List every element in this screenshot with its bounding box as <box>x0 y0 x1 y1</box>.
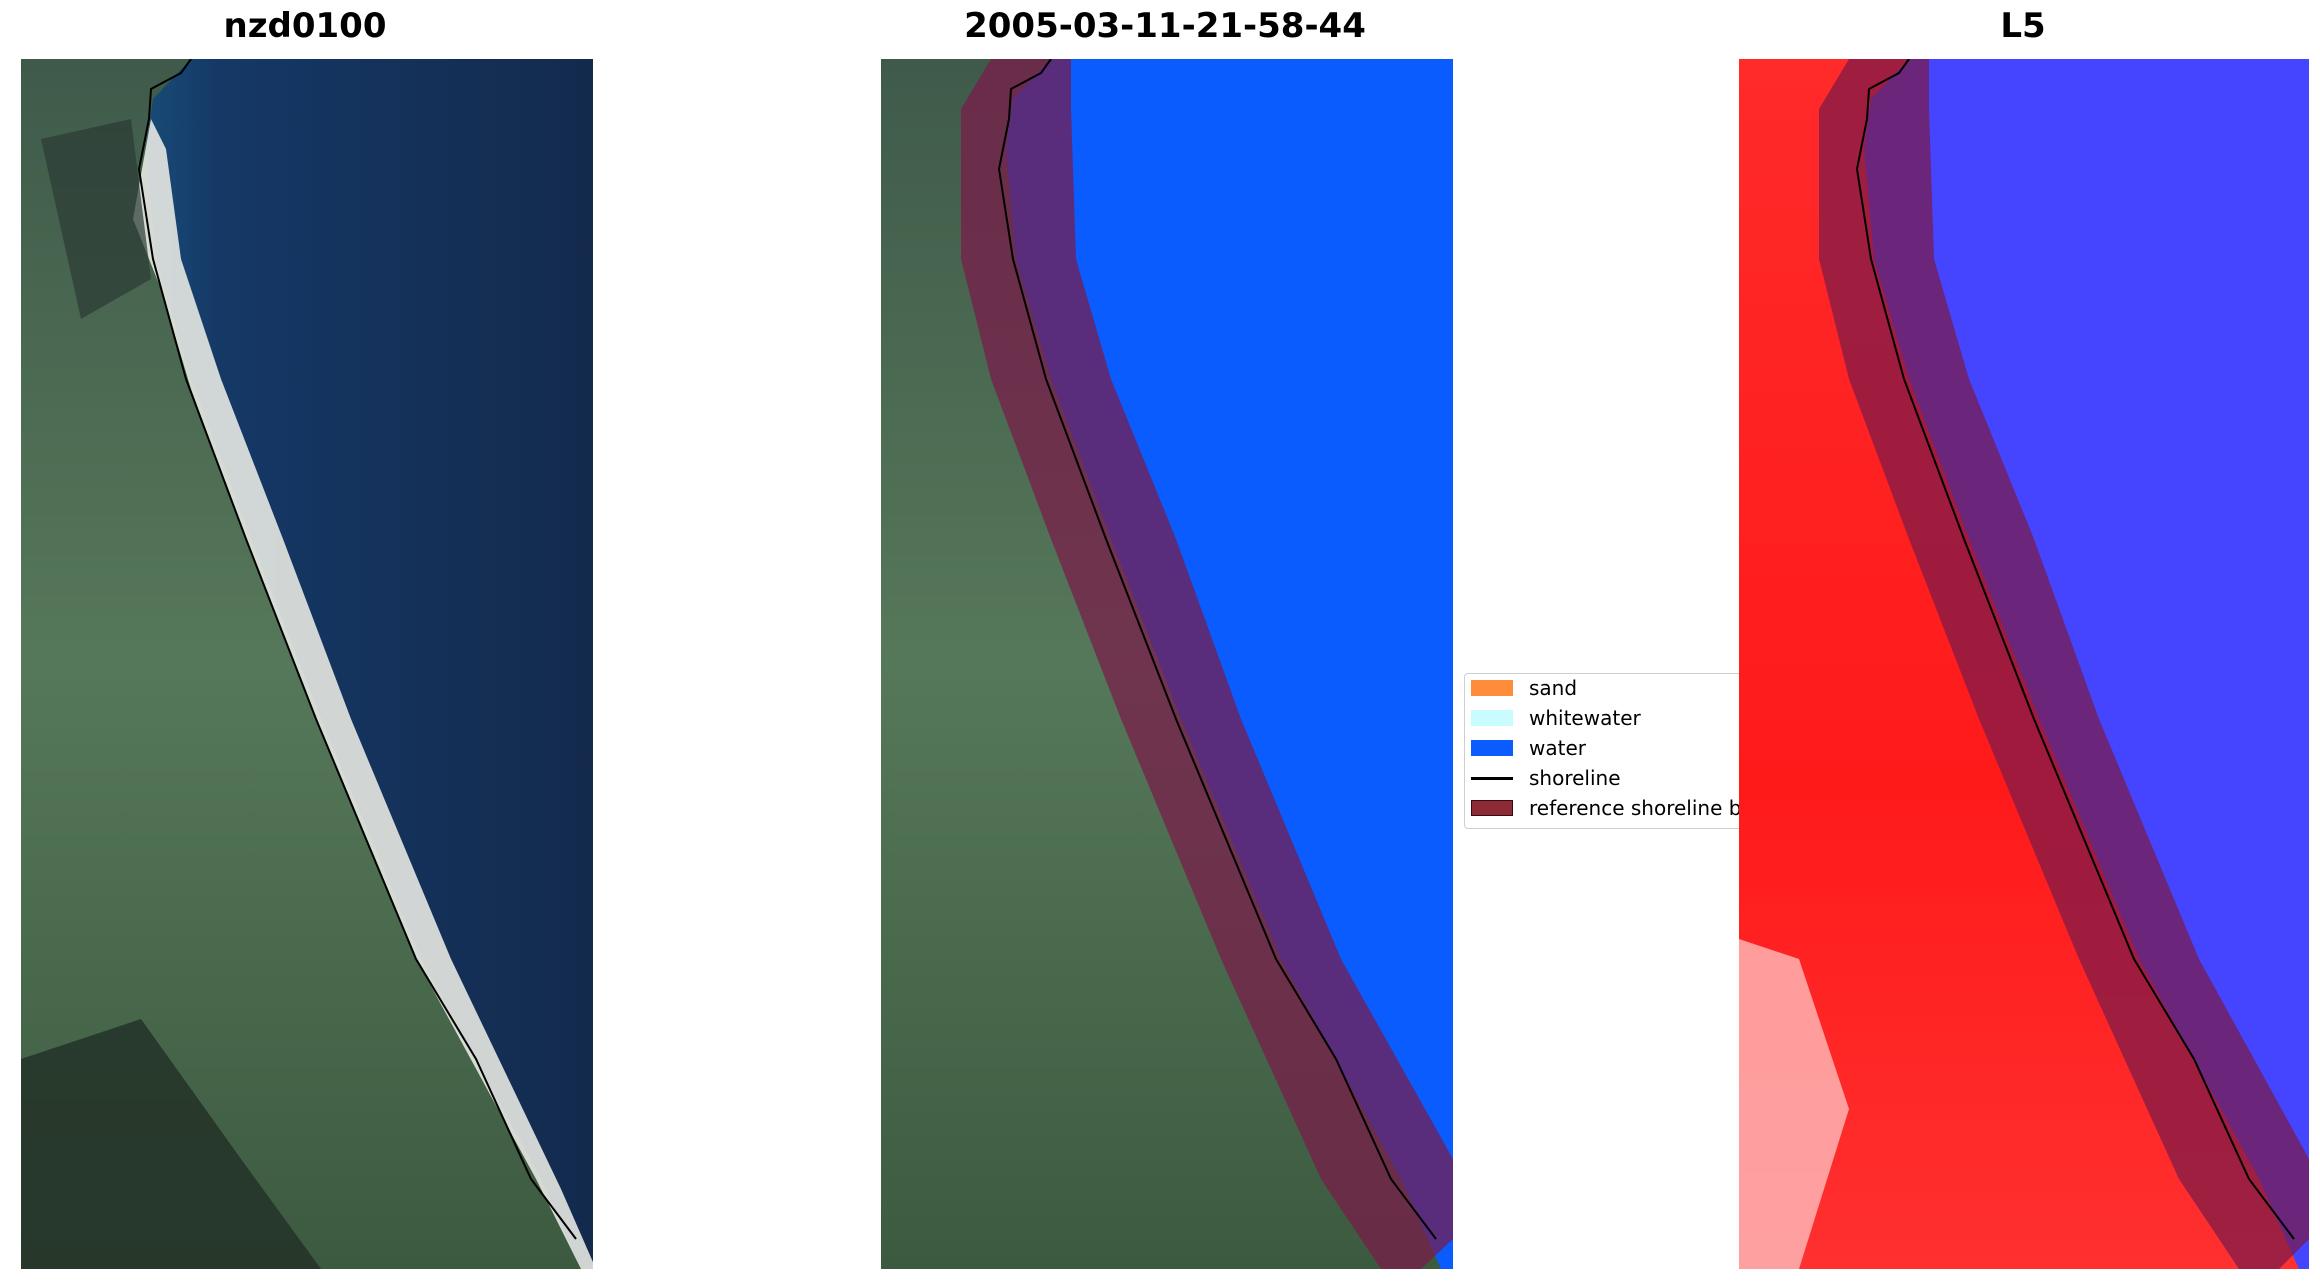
panel-title-classified: 2005-03-11-21-58-44 <box>964 6 1366 46</box>
classified-image <box>881 59 1453 1269</box>
rgb-image-panel <box>21 59 593 1269</box>
panel-title-rgb: nzd0100 <box>223 6 387 46</box>
shoreline-line <box>997 59 1437 1240</box>
reference-buffer-overlay <box>1819 59 2309 1269</box>
land-area <box>21 59 581 1269</box>
reference-buffer-overlay <box>961 59 1453 1269</box>
shoreline-line-icon <box>1471 777 1513 780</box>
classified-image-panel <box>881 59 1453 1269</box>
hill-shadow <box>41 119 151 319</box>
legend-label: water <box>1529 736 1586 760</box>
index-image-panel <box>1739 59 2309 1269</box>
whitewater-swatch-icon <box>1471 710 1513 726</box>
bright-land-patch <box>1739 939 1849 1269</box>
legend-label: reference shoreline b <box>1529 796 1742 820</box>
shoreline-line <box>137 59 577 1240</box>
legend-label: whitewater <box>1529 706 1641 730</box>
reference-buffer-swatch-icon <box>1471 800 1513 816</box>
water-swatch-icon <box>1471 740 1513 756</box>
legend-label: shoreline <box>1529 766 1621 790</box>
shoreline-line <box>1855 59 2295 1240</box>
sand-swatch-icon <box>1471 680 1513 696</box>
l5-index-image <box>1739 59 2309 1269</box>
legend-label: sand <box>1529 676 1578 700</box>
panel-title-index: L5 <box>2000 6 2046 46</box>
rgb-satellite-image <box>21 59 593 1269</box>
forest-patch <box>21 1019 321 1269</box>
